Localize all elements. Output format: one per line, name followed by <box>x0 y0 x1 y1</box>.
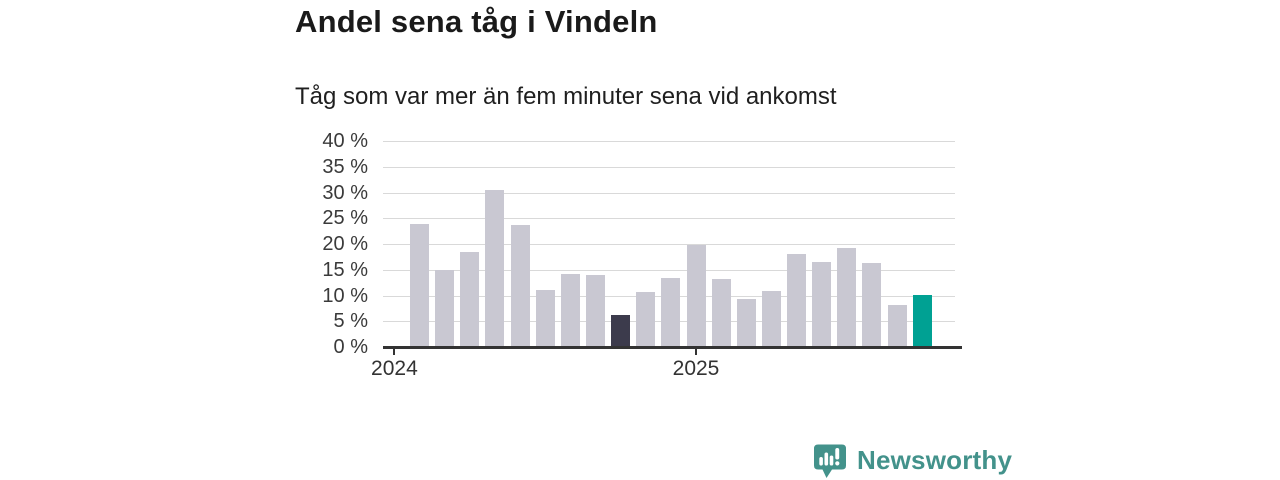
bar-2024-04 <box>460 252 480 347</box>
bar-2024-05 <box>485 190 505 347</box>
bar-2025-09 <box>887 305 907 347</box>
gridline-30 <box>383 193 955 194</box>
bar-2025-06 <box>812 262 832 347</box>
y-axis-label-10: 10 % <box>322 285 368 307</box>
bar-2024-11 <box>636 292 656 347</box>
x-axis-line <box>383 346 962 349</box>
gridline-15 <box>383 270 955 271</box>
y-axis-label-15: 15 % <box>322 259 368 281</box>
bar-2024-03 <box>435 270 455 347</box>
gridline-40 <box>383 141 955 142</box>
bar-2025-10 <box>912 295 932 347</box>
bar-2025-03 <box>736 299 756 347</box>
bar-2025-08 <box>862 263 882 347</box>
newsworthy-chart-bubble-icon <box>814 444 846 478</box>
bar-2025-04 <box>761 291 781 347</box>
bar-2024-02 <box>410 224 429 347</box>
bar-2025-07 <box>837 248 857 347</box>
gridline-20 <box>383 244 955 245</box>
bar-2024-06 <box>510 225 530 347</box>
bar-2024-12 <box>661 278 681 347</box>
bar-2024-08 <box>560 274 580 347</box>
y-axis-label-35: 35 % <box>322 156 368 178</box>
bar-2024-07 <box>535 290 555 347</box>
y-axis-label-30: 30 % <box>322 182 368 204</box>
y-axis-label-40: 40 % <box>322 130 368 152</box>
bar-2025-01 <box>686 245 706 347</box>
x-tick-2024 <box>393 349 396 355</box>
x-tick-2025 <box>695 349 697 355</box>
y-axis-label-5: 5 % <box>333 310 368 332</box>
chart-title: Andel sena tåg i Vindeln <box>295 4 658 39</box>
gridline-35 <box>383 167 955 168</box>
bar-2024-10 <box>611 315 631 347</box>
chart-subtitle: Tåg som var mer än fem minuter sena vid … <box>295 83 837 110</box>
bar-2025-05 <box>787 254 806 347</box>
brand-name: Newsworthy <box>857 445 1013 475</box>
y-axis-label-0: 0 % <box>333 336 368 358</box>
y-axis-label-20: 20 % <box>322 233 368 255</box>
x-axis-label-2025: 2025 <box>672 357 720 380</box>
newsworthy-brand: Newsworthy <box>812 441 1012 480</box>
bar-2024-09 <box>585 275 605 347</box>
y-axis-label-25: 25 % <box>322 207 368 229</box>
x-axis-label-2024: 2024 <box>371 357 418 380</box>
bar-2025-02 <box>711 279 731 347</box>
gridline-25 <box>383 218 955 219</box>
